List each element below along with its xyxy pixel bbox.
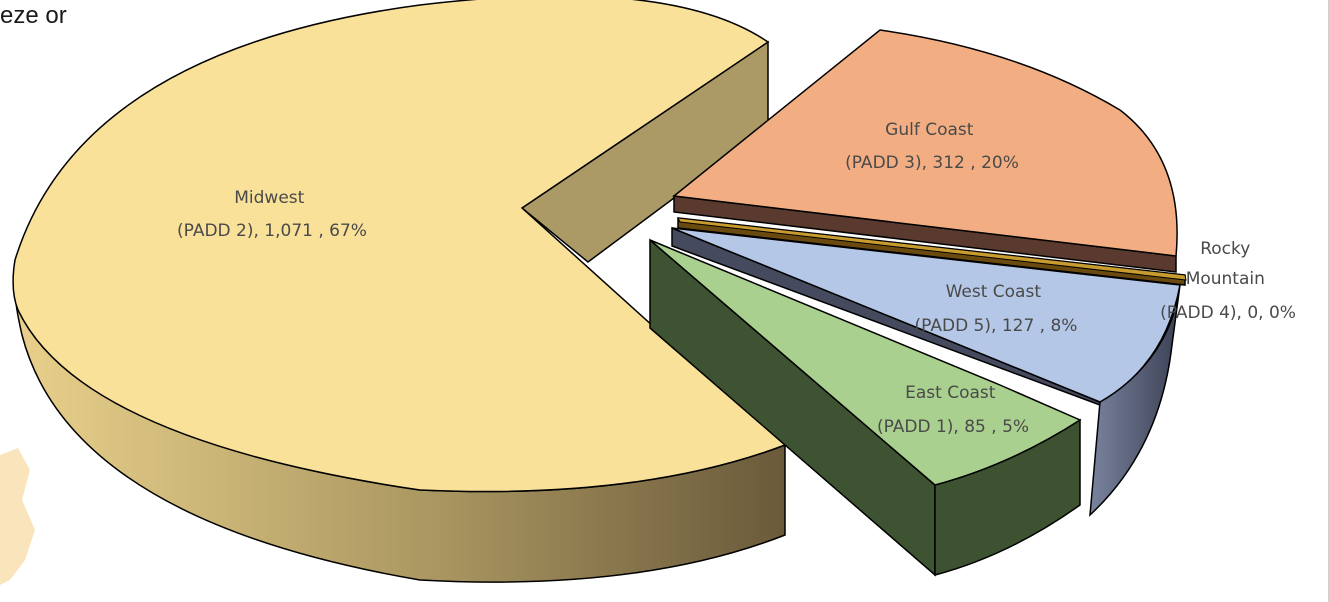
label-rocky: Rocky Mountain (PADD 4), 0, 0% xyxy=(1160,239,1296,323)
slice-west-top xyxy=(671,227,1181,403)
label-east-line1: East Coast xyxy=(905,383,996,403)
label-gulf-line2: (PADD 3), 312 , 20% xyxy=(845,153,1019,173)
slice-rocky-top xyxy=(677,217,1187,281)
slice-west xyxy=(671,226,1181,517)
slice-rocky xyxy=(677,217,1187,286)
data-labels: Midwest (PADD 2), 1,071 , 67% Gulf Coast… xyxy=(177,120,1296,437)
label-midwest-line2: (PADD 2), 1,071 , 67% xyxy=(177,221,367,241)
label-rocky-line2: Mountain xyxy=(1186,269,1265,289)
slice-east-top xyxy=(649,239,1082,486)
label-gulf-line1: Gulf Coast xyxy=(885,120,974,140)
slice-east xyxy=(649,238,1082,577)
label-west-line1: West Coast xyxy=(946,282,1042,302)
slice-gulf xyxy=(672,29,1178,273)
label-gulf: Gulf Coast (PADD 3), 312 , 20% xyxy=(845,120,1019,173)
label-west: West Coast (PADD 5), 127 , 8% xyxy=(915,282,1078,336)
label-west-line2: (PADD 5), 127 , 8% xyxy=(915,316,1078,336)
slice-gulf-top xyxy=(672,29,1178,257)
label-rocky-line3: (PADD 4), 0, 0% xyxy=(1160,303,1296,323)
map-fragment xyxy=(0,448,35,585)
label-midwest-line1: Midwest xyxy=(234,188,304,208)
label-east: East Coast (PADD 1), 85 , 5% xyxy=(877,383,1029,437)
label-east-line2: (PADD 1), 85 , 5% xyxy=(877,417,1029,437)
label-rocky-line1: Rocky xyxy=(1200,239,1250,259)
background-cut-text: eze or xyxy=(0,2,67,29)
slice-midwest-top xyxy=(12,0,787,493)
label-midwest: Midwest (PADD 2), 1,071 , 67% xyxy=(177,188,367,241)
slice-midwest xyxy=(12,0,787,583)
